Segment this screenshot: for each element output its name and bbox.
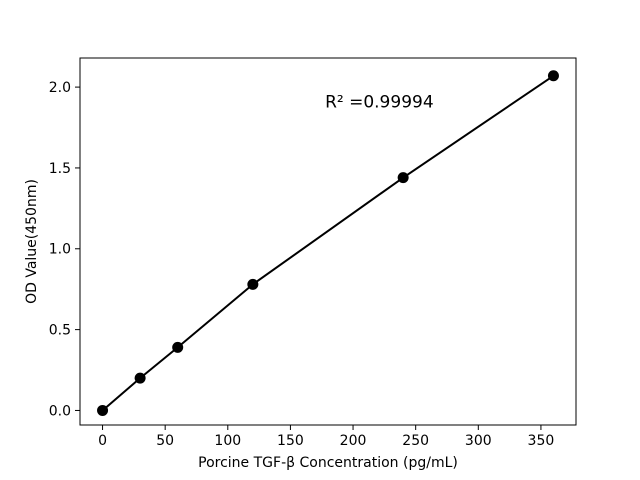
r-squared-annotation: R² =0.99994 — [325, 93, 434, 113]
x-tick-label: 250 — [402, 433, 429, 449]
curve-line — [101, 74, 555, 412]
x-tick-label: 0 — [98, 433, 107, 449]
y-tick-label: 2.0 — [49, 80, 71, 96]
data-point — [547, 70, 559, 82]
y-tick-label: 1.5 — [49, 161, 71, 177]
data-point — [134, 372, 146, 384]
y-tick-label: 0.5 — [49, 323, 71, 339]
x-tick-label: 50 — [156, 433, 174, 449]
x-axis-label: Porcine TGF-β Concentration (pg/mL) — [198, 455, 458, 471]
x-tick-label: 350 — [528, 433, 555, 449]
x-tick-label: 150 — [277, 433, 304, 449]
data-point — [97, 404, 109, 416]
y-axis-label: OD Value(450nm) — [24, 179, 40, 304]
data-point — [247, 278, 259, 290]
x-tick-label: 200 — [340, 433, 367, 449]
data-point — [397, 172, 409, 184]
y-tick-label: 0.0 — [49, 403, 71, 419]
data-point — [172, 341, 184, 353]
x-tick-label: 300 — [465, 433, 492, 449]
axes-frame — [79, 57, 577, 426]
x-tick-label: 100 — [214, 433, 241, 449]
y-tick-label: 1.0 — [49, 242, 71, 258]
